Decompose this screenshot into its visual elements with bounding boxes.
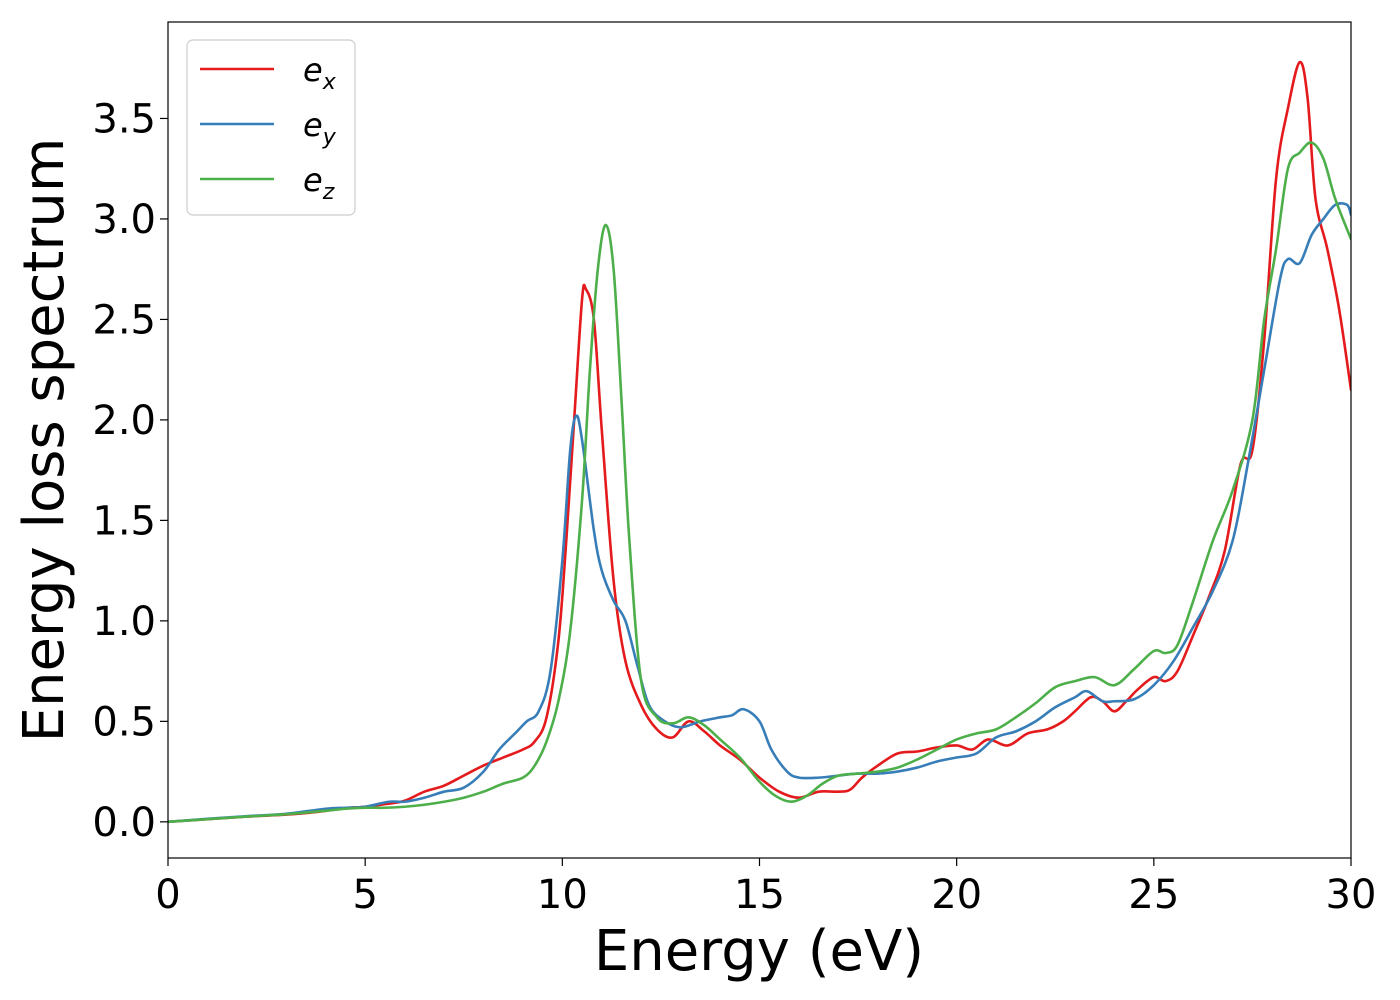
y-tick-label: 2.5 — [92, 297, 156, 343]
x-tick-label: 30 — [1326, 872, 1377, 918]
y-tick-label: 2.0 — [92, 398, 156, 444]
series-layer — [168, 60, 1351, 824]
x-tick-label: 15 — [734, 872, 785, 918]
y-axis-title: Energy loss spectrum — [12, 138, 77, 743]
y-tick-label: 3.0 — [92, 197, 156, 243]
x-axis-title: Energy (eV) — [594, 919, 924, 984]
x-tick-label: 25 — [1128, 872, 1179, 918]
legend-label-x: ex — [303, 51, 337, 95]
series-line-e-x — [168, 60, 1351, 824]
legend-label-z: ez — [303, 161, 335, 205]
legend: ex ey ez — [186, 39, 356, 216]
x-tick-label: 20 — [931, 872, 982, 918]
y-tick-label: 0.5 — [92, 699, 156, 745]
y-tick-label: 3.5 — [92, 96, 156, 142]
y-tick-label: 1.0 — [92, 599, 156, 645]
x-tick-label: 5 — [352, 872, 377, 918]
legend-box — [186, 39, 356, 216]
series-line-e-y — [168, 202, 1351, 824]
x-tick-label: 0 — [155, 872, 180, 918]
legend-label-y: ey — [303, 106, 337, 150]
y-axis: 0.0 0.5 1.0 1.5 2.0 2.5 3.0 3.5 — [92, 96, 168, 846]
y-tick-label: 1.5 — [92, 498, 156, 544]
series-line-e-z — [168, 141, 1351, 824]
y-tick-label: 0.0 — [92, 800, 156, 846]
x-axis: 0 5 10 15 20 25 30 — [155, 858, 1376, 918]
x-tick-label: 10 — [537, 872, 588, 918]
legend-items: ex ey ez — [200, 51, 337, 205]
plot-area — [167, 21, 1352, 859]
